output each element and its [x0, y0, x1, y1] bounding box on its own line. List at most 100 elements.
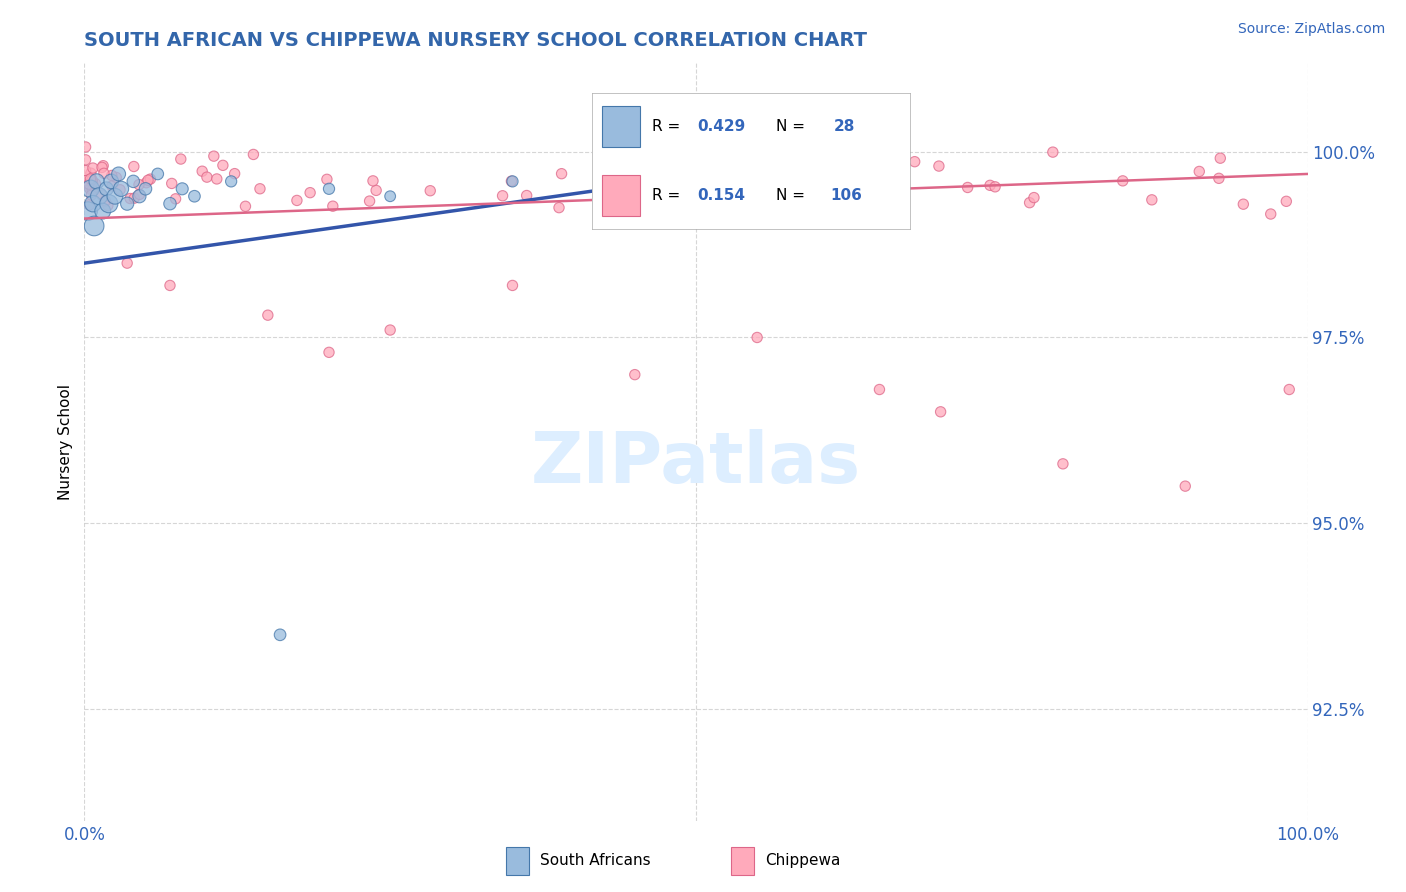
Point: [821, 162, 844, 177]
Point: [956, 180, 979, 194]
Point: [115, 256, 138, 270]
Point: [80, 166, 103, 180]
Text: SOUTH AFRICAN VS CHIPPEWA NURSERY SCHOOL CORRELATION CHART: SOUTH AFRICAN VS CHIPPEWA NURSERY SCHOOL…: [84, 30, 868, 50]
Point: [90, 188, 112, 202]
Point: [979, 178, 1001, 193]
Point: [77, 204, 100, 219]
Point: [285, 194, 308, 208]
Point: [904, 154, 927, 169]
Point: [1174, 479, 1197, 493]
Point: [170, 152, 193, 166]
Point: [91, 204, 114, 219]
Point: [84, 177, 107, 191]
Point: [75, 153, 97, 167]
Point: [86, 174, 108, 188]
Point: [79, 172, 101, 186]
Point: [685, 182, 707, 196]
Text: Source: ZipAtlas.com: Source: ZipAtlas.com: [1237, 22, 1385, 37]
Point: [766, 180, 789, 194]
Point: [202, 149, 225, 163]
Text: Chippewa: Chippewa: [765, 854, 841, 868]
Point: [128, 178, 150, 192]
Point: [100, 169, 122, 183]
Point: [929, 405, 952, 419]
Point: [1042, 145, 1064, 160]
Point: [322, 199, 344, 213]
Point: [1208, 171, 1230, 186]
Point: [75, 174, 97, 188]
Point: [79, 198, 101, 212]
Point: [728, 181, 751, 195]
Point: [91, 161, 114, 175]
Point: [249, 182, 271, 196]
Point: [108, 183, 131, 197]
Point: [75, 140, 97, 154]
Point: [104, 189, 127, 203]
Point: [128, 189, 150, 203]
Point: [172, 182, 194, 196]
Point: [299, 186, 322, 200]
Point: [361, 174, 384, 188]
Point: [135, 182, 157, 196]
Point: [135, 176, 157, 190]
Point: [928, 159, 950, 173]
Point: [749, 179, 772, 194]
Point: [82, 176, 104, 190]
Point: [380, 323, 402, 337]
Point: [501, 174, 523, 188]
Point: [219, 174, 242, 188]
Point: [772, 158, 794, 172]
Point: [77, 177, 100, 191]
Point: [80, 173, 103, 187]
Point: [652, 190, 675, 204]
Point: [195, 170, 218, 185]
Point: [316, 172, 339, 186]
Point: [83, 219, 105, 233]
Point: [502, 278, 524, 293]
Point: [550, 167, 572, 181]
Point: [165, 192, 187, 206]
Point: [806, 172, 828, 186]
Point: [159, 278, 181, 293]
Bar: [506, 847, 529, 875]
Point: [624, 368, 647, 382]
Point: [96, 182, 118, 196]
Point: [1232, 197, 1254, 211]
Point: [366, 183, 388, 197]
Point: [94, 194, 117, 208]
Point: [1188, 164, 1211, 178]
Point: [257, 308, 280, 322]
Point: [548, 201, 571, 215]
Point: [128, 187, 150, 202]
Point: [1052, 457, 1074, 471]
Point: [1112, 174, 1135, 188]
Point: [205, 172, 228, 186]
Point: [224, 167, 246, 181]
Point: [79, 182, 101, 196]
Point: [100, 174, 122, 188]
Point: [212, 158, 235, 172]
Point: [107, 167, 129, 181]
Y-axis label: Nursery School: Nursery School: [58, 384, 73, 500]
Point: [87, 189, 110, 203]
Point: [1018, 195, 1040, 210]
Point: [75, 163, 97, 178]
Point: [160, 177, 183, 191]
Point: [1275, 194, 1298, 209]
Point: [82, 183, 104, 197]
Point: [235, 199, 257, 213]
Point: [502, 174, 524, 188]
Point: [1022, 191, 1045, 205]
Point: [105, 170, 128, 185]
Bar: [731, 847, 754, 875]
Point: [588, 188, 610, 202]
Point: [831, 167, 853, 181]
Point: [93, 166, 115, 180]
Point: [516, 188, 538, 202]
Point: [1140, 193, 1163, 207]
Point: [419, 184, 441, 198]
Point: [1209, 151, 1232, 165]
Point: [80, 188, 103, 202]
Point: [136, 173, 159, 187]
Point: [191, 164, 214, 178]
